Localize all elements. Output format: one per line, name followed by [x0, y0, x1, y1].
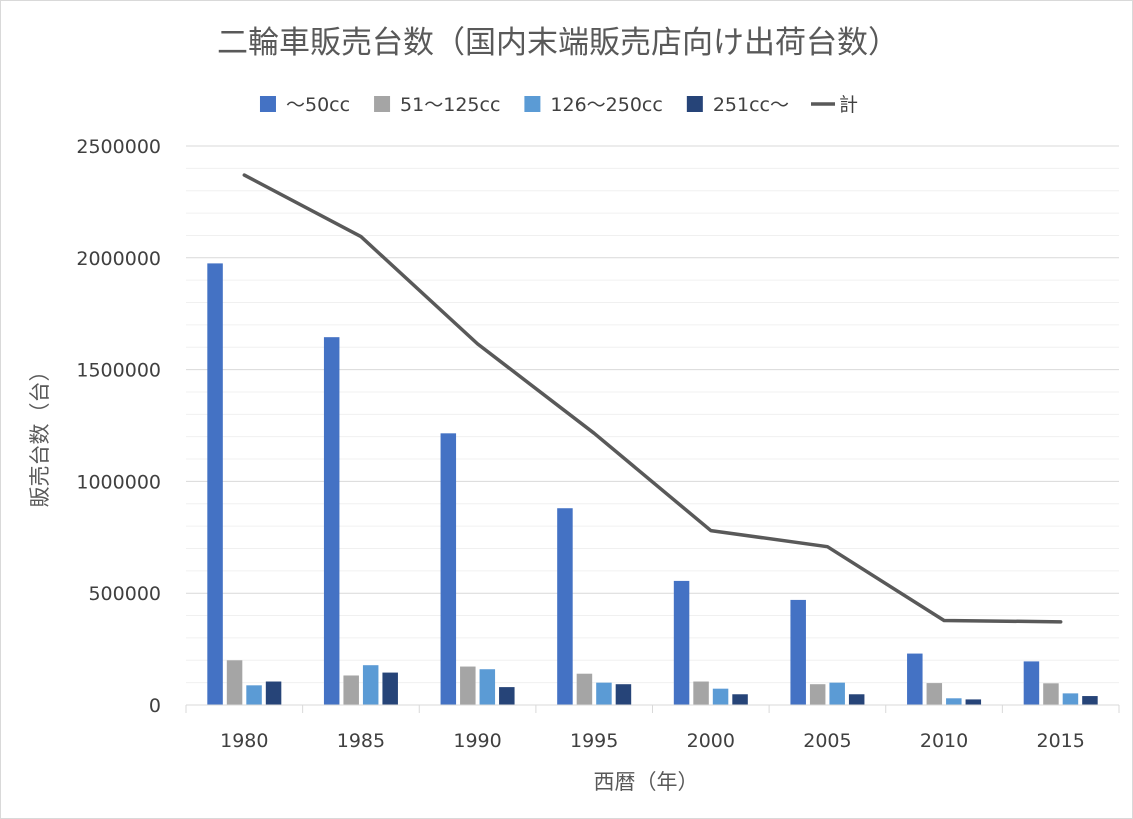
bar-3-1990 [479, 669, 496, 705]
bar-1-2010 [907, 653, 923, 705]
bars-layer [207, 263, 1098, 705]
legend: 〜50cc 51〜125cc 126〜250cc 251cc〜 計 [259, 94, 858, 116]
bar-2-2000 [693, 681, 709, 705]
legend-item-2: 51〜125cc [374, 94, 500, 116]
bar-3-2000 [712, 688, 729, 705]
x-tick-label: 2005 [803, 730, 851, 752]
bar-2-1985 [343, 675, 359, 705]
bar-1-2015 [1023, 661, 1040, 705]
total-line [242, 173, 1063, 624]
legend-swatch [524, 96, 541, 112]
bar-2-2010 [926, 683, 943, 705]
y-tick-label: 2000000 [76, 248, 161, 270]
bar-1-1990 [440, 433, 457, 705]
legend-item-1: 〜50cc [259, 94, 350, 116]
bar-2-2015 [1043, 683, 1059, 705]
legend-label: 〜50cc [286, 94, 350, 116]
bar-1-1985 [323, 337, 340, 705]
legend-label: 計 [839, 94, 858, 116]
bar-4-2015 [1082, 696, 1098, 705]
bar-3-1985 [362, 665, 379, 705]
chart-title: 二輪車販売台数（国内末端販売店向け出荷台数） [217, 25, 899, 61]
bar-4-1990 [499, 687, 515, 705]
y-tick-label: 2500000 [76, 136, 161, 158]
x-tick-label: 2015 [1037, 730, 1085, 752]
bar-3-1995 [596, 682, 612, 705]
x-tick-label: 1985 [337, 730, 385, 752]
x-tick-label: 1995 [570, 730, 618, 752]
x-axis: 1980 1985 1990 1995 2000 2005 2010 2015 [185, 704, 1120, 752]
legend-label: 126〜250cc [550, 94, 662, 116]
bar-3-2005 [829, 682, 845, 705]
bar-2-2005 [809, 684, 826, 705]
legend-swatch [374, 96, 391, 112]
legend-item-5: 計 [811, 94, 858, 116]
bar-1-2005 [790, 599, 806, 705]
bar-1-1980 [207, 263, 223, 705]
bar-1-2000 [673, 580, 690, 705]
legend-item-4: 251cc〜 [686, 94, 789, 116]
y-axis-title: 販売台数（台） [28, 361, 52, 508]
bar-1-1995 [557, 508, 573, 705]
bar-4-1995 [615, 684, 632, 705]
bar-3-2010 [946, 698, 962, 705]
x-tick-label: 2010 [920, 730, 968, 752]
x-tick-label: 1980 [220, 730, 268, 752]
bar-4-1980 [265, 681, 282, 705]
bar-2-1980 [226, 660, 243, 705]
x-axis-title: 西暦（年） [594, 770, 699, 794]
bar-4-1985 [382, 672, 398, 705]
y-axis-ticks: 0 500000 1000000 1500000 2000000 2500000 [76, 136, 161, 717]
y-tick-label: 500000 [88, 583, 161, 605]
legend-label: 51〜125cc [400, 94, 500, 116]
total-line-layer [242, 173, 1063, 624]
x-tick-label: 2000 [687, 730, 735, 752]
bar-3-1980 [246, 685, 262, 705]
legend-item-3: 126〜250cc [524, 94, 663, 116]
legend-label: 251cc〜 [713, 94, 789, 116]
bar-4-2000 [732, 694, 748, 705]
y-tick-label: 1000000 [76, 471, 161, 493]
bar-2-1990 [460, 666, 476, 705]
legend-swatch [259, 96, 276, 112]
bar-3-2015 [1062, 693, 1079, 705]
bar-4-2005 [848, 694, 865, 705]
legend-swatch [686, 96, 703, 112]
gridlines [186, 145, 1119, 684]
x-tick-label: 1990 [453, 730, 501, 752]
bar-4-2010 [965, 699, 982, 705]
bar-2-1995 [576, 673, 593, 705]
y-tick-label: 0 [149, 695, 161, 717]
y-tick-label: 1500000 [76, 360, 161, 382]
